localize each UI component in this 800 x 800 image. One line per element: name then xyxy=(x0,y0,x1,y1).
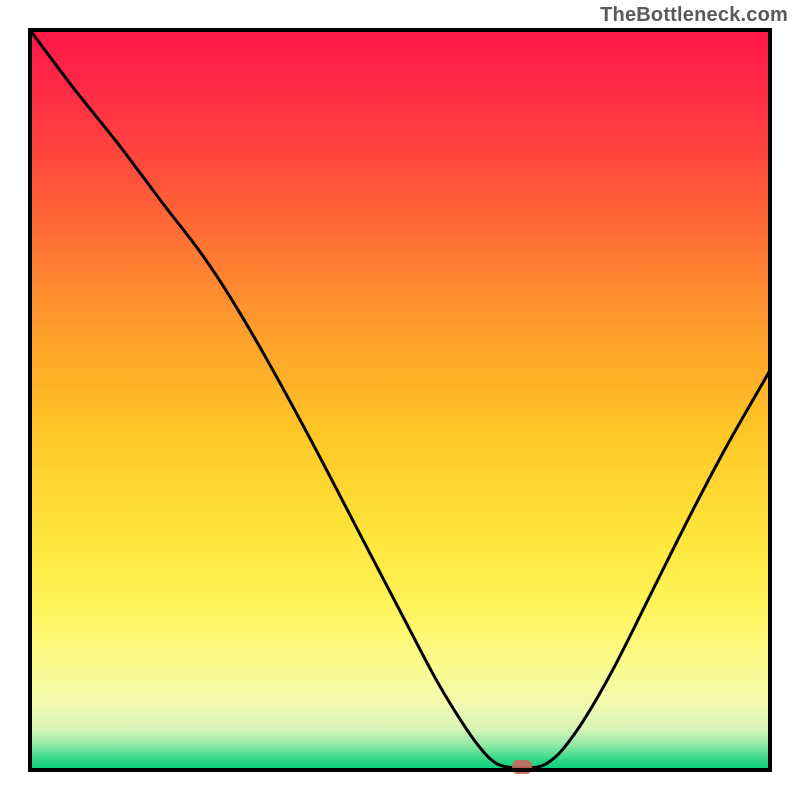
watermark-text: TheBottleneck.com xyxy=(600,4,788,27)
gradient-background xyxy=(30,30,770,770)
plot-area xyxy=(30,30,770,774)
chart-container: TheBottleneck.com xyxy=(0,0,800,800)
bottleneck-chart xyxy=(0,0,800,800)
